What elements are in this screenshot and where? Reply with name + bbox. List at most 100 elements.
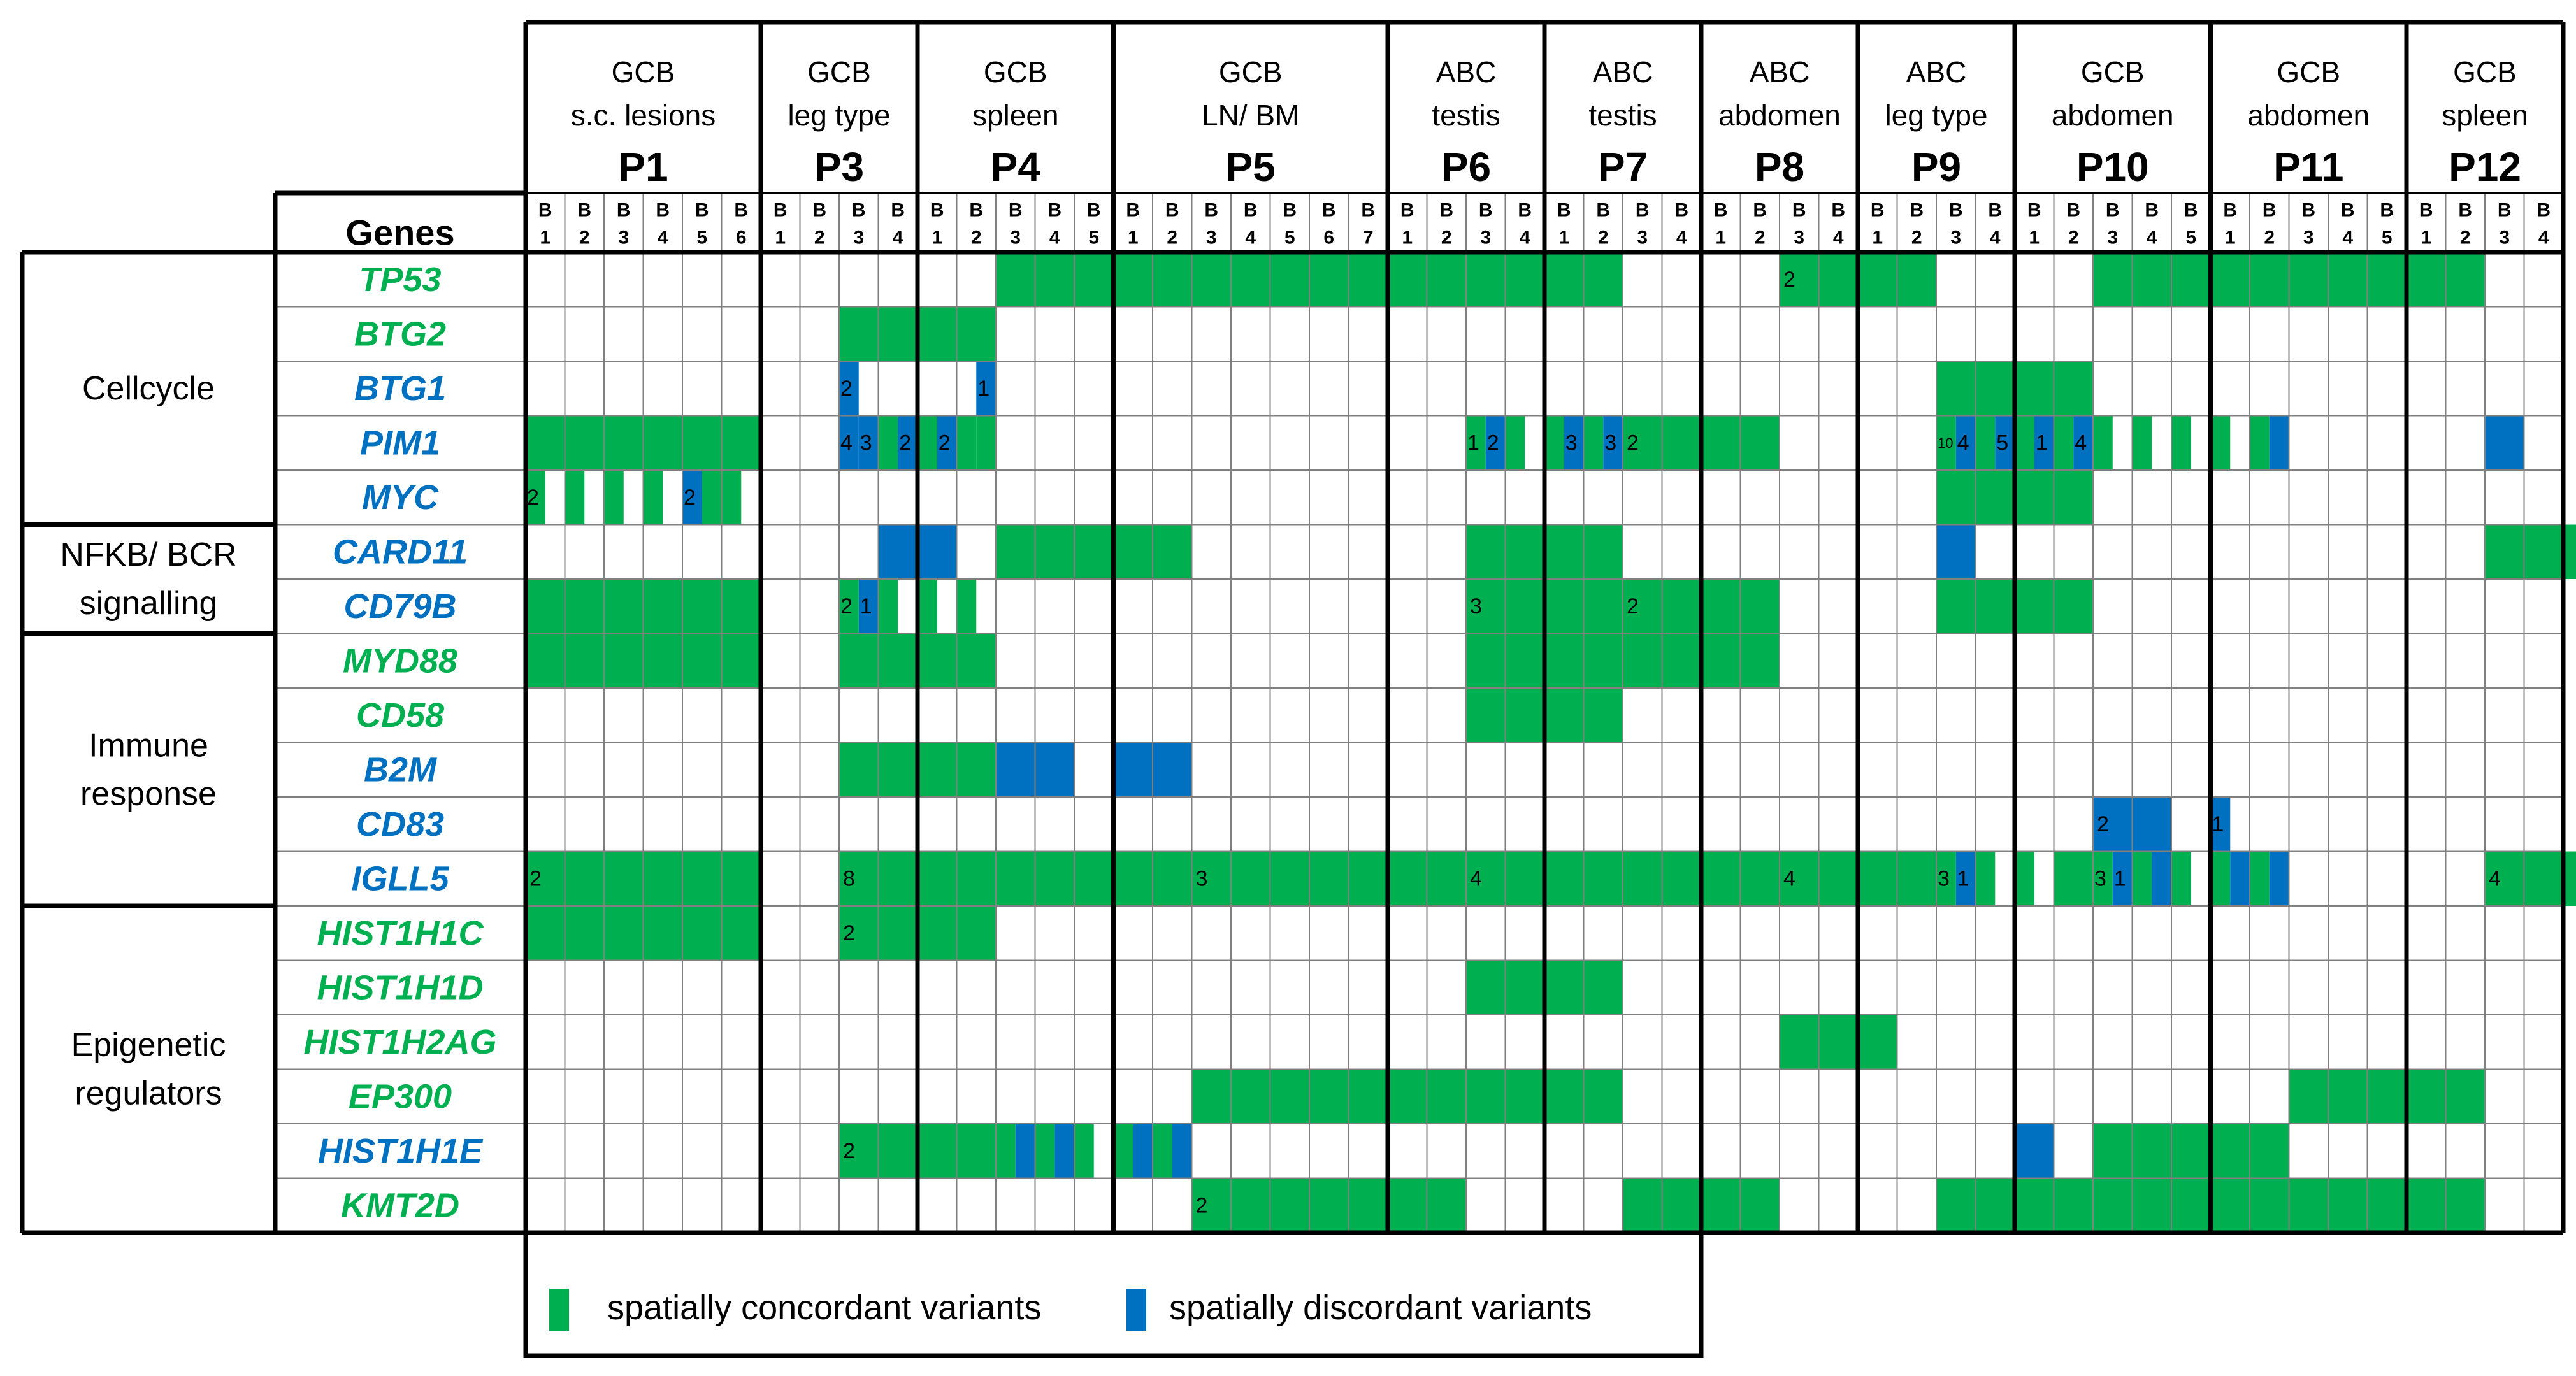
biopsy-number-label: 4	[1049, 227, 1060, 248]
cell-count-label: 2	[939, 431, 951, 455]
biopsy-prefix-label: B	[2536, 200, 2551, 221]
biopsy-prefix-label: B	[2066, 200, 2080, 221]
biopsy-prefix-label: B	[617, 200, 631, 221]
biopsy-prefix-label: B	[2498, 200, 2512, 221]
cell-pim1-concordant	[1505, 415, 1525, 470]
gene-name-label: EP300	[349, 1077, 452, 1115]
cell-pim1-discordant	[2269, 415, 2289, 470]
cell-btg1-discordant	[976, 361, 996, 416]
biopsy-number-label: 2	[971, 227, 982, 248]
cell-card11-concordant	[996, 524, 1192, 579]
biopsy-prefix-label: B	[2223, 200, 2237, 221]
cell-myc-concordant	[565, 470, 585, 525]
patient-id-label: P8	[1755, 144, 1804, 190]
category-label: Epigenetic	[71, 1027, 226, 1064]
legend-swatch-discordant	[1126, 1289, 1146, 1331]
cell-pim1-concordant	[878, 415, 898, 470]
cell-pim1-concordant	[2250, 415, 2270, 470]
cell-igll5-concordant	[2485, 851, 2576, 906]
patient-id-label: P1	[618, 144, 668, 190]
biopsy-number-label: 3	[1794, 227, 1804, 248]
biopsy-number-label: 3	[1010, 227, 1021, 248]
cell-pim1-concordant	[1583, 415, 1604, 470]
biopsy-prefix-label: B	[2301, 200, 2315, 221]
biopsy-number-label: 1	[1128, 227, 1139, 248]
biopsy-number-label: 5	[1088, 227, 1099, 248]
patient-id-label: P4	[991, 144, 1041, 190]
cell-count-label: 3	[1196, 866, 1208, 891]
biopsy-prefix-label: B	[1831, 200, 1845, 221]
biopsy-prefix-label: B	[1792, 200, 1806, 221]
patient-subtype-label: ABC	[1593, 55, 1653, 89]
cell-count-label: 2	[1487, 431, 1499, 455]
biopsy-number-label: 7	[1363, 227, 1374, 248]
cell-cd79b-concordant	[878, 579, 898, 634]
cell-card11-concordant	[2485, 524, 2576, 579]
cell-pim1-concordant	[1975, 415, 1996, 470]
biopsy-prefix-label: B	[2145, 200, 2159, 221]
biopsy-prefix-label: B	[1361, 200, 1375, 221]
biopsy-prefix-label: B	[2184, 200, 2198, 221]
biopsy-number-label: 5	[696, 227, 707, 248]
cell-pim1-discordant	[937, 415, 957, 470]
cell-kmt2d-concordant	[2289, 1178, 2485, 1233]
biopsy-number-label: 2	[579, 227, 590, 248]
biopsy-prefix-label: B	[774, 200, 788, 221]
cell-igll5-discordant	[1955, 851, 1976, 906]
biopsy-prefix-label: B	[930, 200, 944, 221]
category-label: Cellcycle	[82, 370, 215, 407]
cell-count-label: 8	[843, 866, 855, 891]
patient-subtype-label: ABC	[1436, 55, 1497, 89]
biopsy-prefix-label: B	[1636, 200, 1650, 221]
cell-pim1-discordant	[2073, 415, 2093, 470]
cell-count-label: 2	[1627, 431, 1639, 455]
biopsy-prefix-label: B	[2027, 200, 2041, 221]
cell-pim1-discordant	[1564, 415, 1584, 470]
biopsy-prefix-label: B	[1518, 200, 1532, 221]
biopsy-number-label: 1	[1715, 227, 1726, 248]
cell-pim1-concordant	[2093, 415, 2113, 470]
gene-name-label: CARD11	[333, 533, 468, 571]
biopsy-prefix-label: B	[695, 200, 709, 221]
legend-swatch-concordant	[549, 1289, 569, 1331]
biopsy-prefix-label: B	[2263, 200, 2277, 221]
biopsy-number-label: 1	[1402, 227, 1413, 248]
cell-hist1h1e-concordant	[1113, 1124, 1133, 1179]
biopsy-prefix-label: B	[2380, 200, 2394, 221]
patient-site-label: abdomen	[1718, 99, 1841, 132]
patient-subtype-label: ABC	[1750, 55, 1810, 89]
biopsy-prefix-label: B	[1009, 200, 1023, 221]
cell-tp53-concordant	[996, 252, 1192, 307]
cell-igll5-discordant	[2230, 851, 2250, 906]
cell-igll5-concordant	[2015, 851, 2034, 906]
legend-label: spatially discordant variants	[1169, 1289, 1592, 1327]
biopsy-prefix-label: B	[1126, 200, 1140, 221]
gene-name-label: BTG2	[354, 315, 446, 353]
cell-pim1-concordant	[2015, 415, 2034, 470]
cell-count-label: 2	[840, 594, 853, 619]
cell-cd79b-discordant	[858, 579, 879, 634]
cell-pim1-concordant	[1466, 415, 1486, 470]
text-layer: 22 14 3 2 2 1 2 3 3 2 10 4 5 1 42 22 1 3 22 12 8 3 4 4 3 1 3 1 4222G…	[60, 55, 2551, 1224]
cell-pim1-discordant	[1955, 415, 1976, 470]
gene-name-label: CD79B	[343, 587, 456, 626]
cell-hist1h1e-discordant	[1015, 1124, 1035, 1179]
biopsy-number-label: 4	[2342, 227, 2353, 248]
patient-id-label: P5	[1226, 144, 1276, 190]
biopsy-prefix-label: B	[1714, 200, 1728, 221]
cell-card11-discordant	[1936, 524, 1976, 579]
cell-count-label: 3	[1470, 594, 1482, 619]
biopsy-prefix-label: B	[538, 200, 552, 221]
cell-count-label: 2	[684, 485, 696, 510]
biopsy-prefix-label: B	[577, 200, 591, 221]
biopsy-number-label: 3	[1480, 227, 1491, 248]
cell-count-label: 2	[840, 376, 853, 401]
gene-name-label: PIM1	[360, 424, 440, 462]
patient-site-label: testis	[1588, 99, 1657, 132]
legend: spatially concordant variants spatially d…	[523, 1230, 1704, 1358]
biopsy-prefix-label: B	[1674, 200, 1688, 221]
cell-count-label: 3	[1604, 431, 1616, 455]
cell-hist1h1e-concordant	[1074, 1124, 1094, 1179]
cell-pim1-concordant	[2171, 415, 2191, 470]
cell-cd79b-concordant	[917, 579, 937, 634]
